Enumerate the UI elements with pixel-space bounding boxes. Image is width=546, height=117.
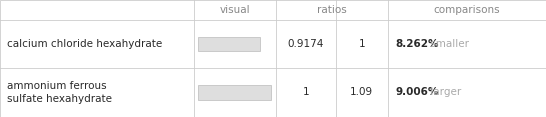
Text: larger: larger: [427, 87, 461, 97]
Text: 1: 1: [358, 39, 365, 49]
Text: ammonium ferrous
sulfate hexahydrate: ammonium ferrous sulfate hexahydrate: [7, 81, 111, 104]
Text: 8.262%: 8.262%: [396, 39, 440, 49]
Bar: [198, 85, 271, 100]
Text: visual: visual: [219, 5, 250, 15]
Bar: [198, 37, 260, 51]
Text: 9.006%: 9.006%: [396, 87, 439, 97]
Text: calcium chloride hexahydrate: calcium chloride hexahydrate: [7, 39, 162, 49]
Text: ratios: ratios: [317, 5, 347, 15]
Text: 1: 1: [302, 87, 309, 97]
Text: comparisons: comparisons: [434, 5, 500, 15]
Text: smaller: smaller: [427, 39, 469, 49]
Text: 1.09: 1.09: [350, 87, 373, 97]
Text: 0.9174: 0.9174: [288, 39, 324, 49]
